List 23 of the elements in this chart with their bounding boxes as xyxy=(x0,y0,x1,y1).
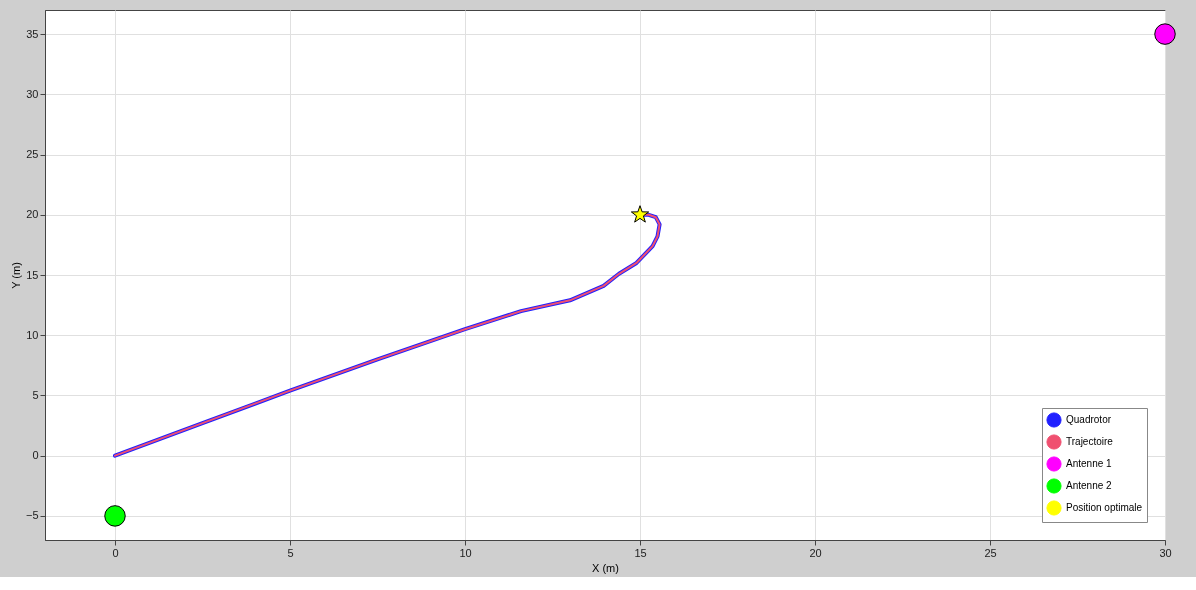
y-tick-label: −5 xyxy=(25,509,39,522)
x-tick-label: 30 xyxy=(1159,546,1172,559)
x-tick-label: 25 xyxy=(984,546,997,559)
x-axis-title: X (m) xyxy=(592,561,619,574)
y-tick-label: 35 xyxy=(26,27,39,40)
x-tick-label: 15 xyxy=(634,546,647,559)
y-tick-label: 0 xyxy=(32,449,39,462)
x-tick-label: 5 xyxy=(287,546,294,559)
legend-label: Antenne 2 xyxy=(1066,480,1113,491)
x-tick-label: 10 xyxy=(459,546,472,559)
y-tick-label: 15 xyxy=(26,268,39,281)
legend-label: Trajectoire xyxy=(1066,436,1114,447)
legend-label: Position optimale xyxy=(1066,502,1143,513)
y-tick-label: 20 xyxy=(26,208,39,221)
y-tick-label: 5 xyxy=(32,388,39,401)
x-tick-label: 20 xyxy=(809,546,822,559)
legend-label: Quadrotor xyxy=(1066,414,1112,425)
legend-label: Antenne 1 xyxy=(1066,458,1113,469)
y-tick-label: 10 xyxy=(26,328,39,341)
y-tick-label: 25 xyxy=(26,148,39,161)
x-tick-label: 0 xyxy=(112,546,119,559)
y-axis-title: Y (m) xyxy=(9,262,22,289)
y-tick-label: 30 xyxy=(26,87,39,100)
